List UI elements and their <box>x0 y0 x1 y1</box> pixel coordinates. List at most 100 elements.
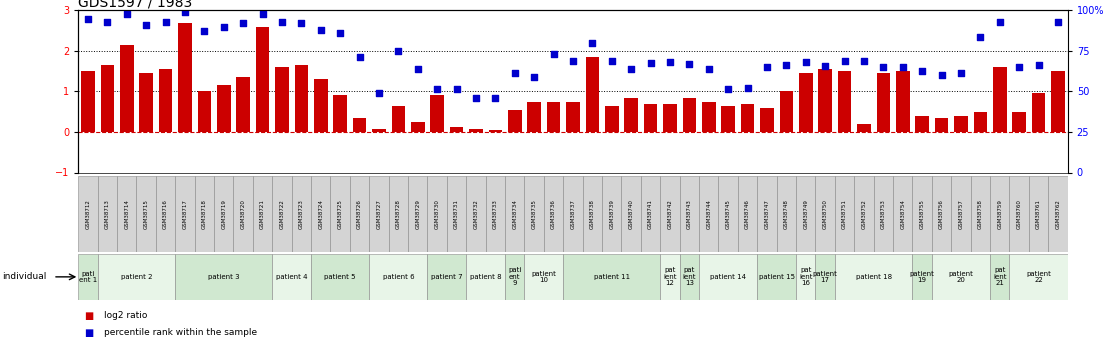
FancyBboxPatch shape <box>1049 176 1068 252</box>
Text: individual: individual <box>2 272 47 282</box>
Text: pat
ient
12: pat ient 12 <box>663 267 676 286</box>
Point <box>739 86 757 91</box>
FancyBboxPatch shape <box>815 176 835 252</box>
FancyBboxPatch shape <box>311 254 369 300</box>
Text: GSM38737: GSM38737 <box>570 199 576 229</box>
FancyBboxPatch shape <box>912 176 932 252</box>
FancyBboxPatch shape <box>136 176 155 252</box>
Bar <box>449 127 463 132</box>
Bar <box>178 22 192 132</box>
Text: GSM38714: GSM38714 <box>124 199 130 229</box>
FancyBboxPatch shape <box>273 254 311 300</box>
Point <box>835 58 853 64</box>
Bar <box>760 108 774 132</box>
Point <box>874 64 892 70</box>
Point <box>157 19 174 24</box>
Bar <box>275 67 288 132</box>
Bar <box>256 27 269 132</box>
Point <box>370 91 388 96</box>
FancyBboxPatch shape <box>408 176 427 252</box>
Text: GSM38725: GSM38725 <box>338 199 343 229</box>
FancyBboxPatch shape <box>719 176 738 252</box>
Text: GSM38727: GSM38727 <box>377 199 381 229</box>
Text: GSM38713: GSM38713 <box>105 199 110 229</box>
Text: GSM38734: GSM38734 <box>512 199 518 229</box>
Text: GSM38739: GSM38739 <box>609 199 614 229</box>
Point <box>855 58 873 64</box>
Text: patient
10: patient 10 <box>531 270 557 283</box>
FancyBboxPatch shape <box>835 254 912 300</box>
FancyBboxPatch shape <box>350 176 369 252</box>
FancyBboxPatch shape <box>991 254 1010 300</box>
FancyBboxPatch shape <box>757 176 777 252</box>
FancyBboxPatch shape <box>738 176 757 252</box>
Bar <box>721 106 735 132</box>
Point <box>117 12 135 17</box>
Bar <box>294 65 309 132</box>
FancyBboxPatch shape <box>1010 254 1068 300</box>
Text: patient
17: patient 17 <box>813 270 837 283</box>
Bar <box>644 104 657 132</box>
Bar <box>430 96 444 132</box>
Point <box>467 95 485 100</box>
FancyBboxPatch shape <box>543 176 563 252</box>
Bar <box>82 71 95 132</box>
FancyBboxPatch shape <box>485 176 505 252</box>
Bar <box>605 106 618 132</box>
Point <box>1049 19 1067 24</box>
Bar <box>799 73 813 132</box>
Text: GSM38756: GSM38756 <box>939 199 944 229</box>
Text: GSM38721: GSM38721 <box>260 199 265 229</box>
Text: patient 11: patient 11 <box>594 274 629 280</box>
Bar <box>954 116 968 132</box>
Text: GSM38720: GSM38720 <box>240 199 246 229</box>
FancyBboxPatch shape <box>622 176 641 252</box>
Bar <box>528 101 541 132</box>
Point <box>98 19 116 24</box>
Text: GSM38757: GSM38757 <box>958 199 964 229</box>
FancyBboxPatch shape <box>311 176 331 252</box>
Text: GSM38762: GSM38762 <box>1055 199 1061 229</box>
Point <box>409 66 427 72</box>
Text: GSM38738: GSM38738 <box>590 199 595 229</box>
FancyBboxPatch shape <box>505 176 524 252</box>
FancyBboxPatch shape <box>951 176 970 252</box>
Point <box>816 63 834 69</box>
Text: patient 2: patient 2 <box>121 274 152 280</box>
FancyBboxPatch shape <box>78 254 97 300</box>
Text: GSM38760: GSM38760 <box>1016 199 1022 229</box>
Text: GSM38752: GSM38752 <box>862 199 866 229</box>
FancyBboxPatch shape <box>273 176 292 252</box>
FancyBboxPatch shape <box>466 254 505 300</box>
Text: patient
22: patient 22 <box>1026 270 1051 283</box>
FancyBboxPatch shape <box>505 254 524 300</box>
Bar <box>702 101 716 132</box>
FancyBboxPatch shape <box>1010 176 1029 252</box>
Text: GSM38747: GSM38747 <box>765 199 769 229</box>
Bar <box>353 118 367 132</box>
Text: GSM38745: GSM38745 <box>726 199 731 229</box>
Point <box>176 10 193 15</box>
Text: patient 3: patient 3 <box>208 274 239 280</box>
Point <box>953 70 970 76</box>
Point <box>681 61 699 67</box>
Text: ■: ■ <box>84 311 93 321</box>
Text: GSM38733: GSM38733 <box>493 199 498 229</box>
Text: GSM38746: GSM38746 <box>745 199 750 229</box>
Text: GSM38717: GSM38717 <box>182 199 188 229</box>
Point <box>623 66 641 72</box>
FancyBboxPatch shape <box>661 254 680 300</box>
Text: GSM38712: GSM38712 <box>85 199 91 229</box>
Point <box>293 21 311 26</box>
FancyBboxPatch shape <box>680 254 699 300</box>
Bar <box>372 129 386 132</box>
Bar <box>140 73 153 132</box>
FancyBboxPatch shape <box>835 176 854 252</box>
Bar <box>566 101 580 132</box>
FancyBboxPatch shape <box>195 176 214 252</box>
Point <box>215 24 233 29</box>
Text: GSM38736: GSM38736 <box>551 199 556 229</box>
Text: patient 15: patient 15 <box>759 274 795 280</box>
FancyBboxPatch shape <box>78 176 97 252</box>
FancyBboxPatch shape <box>234 176 253 252</box>
